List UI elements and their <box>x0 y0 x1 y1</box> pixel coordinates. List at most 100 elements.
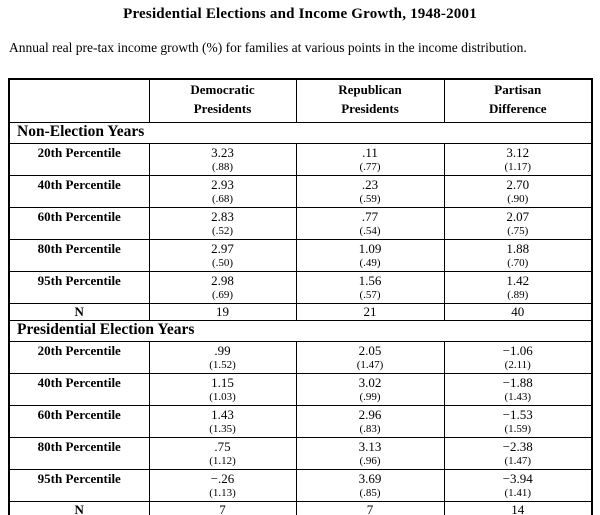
std-error: (1.41) <box>504 486 532 499</box>
header-row: Democratic Presidents Republican President… <box>8 78 593 123</box>
std-error: (.90) <box>507 192 529 205</box>
std-error: (1.47) <box>504 454 532 467</box>
cell-difference: −2.38 (1.47) <box>443 436 593 470</box>
value: .75 <box>214 438 231 454</box>
row-label: 20th Percentile <box>8 340 150 374</box>
cell-democratic: 2.93 (.68) <box>148 174 297 208</box>
std-error: (.54) <box>359 224 381 237</box>
std-error: (.96) <box>359 454 381 467</box>
header-partisan-difference: Partisan Difference <box>443 78 593 123</box>
value: 2.07 <box>506 208 530 224</box>
std-error: (.68) <box>211 192 234 205</box>
table-row-60th-percentile: 60th Percentile 2.83 (.52) .77 (.54) 2.07(… <box>8 206 593 240</box>
std-error: (.59) <box>359 192 381 205</box>
std-error: (.57) <box>359 288 381 301</box>
cell-republican: 2.05 (1.47) <box>295 340 445 374</box>
std-error: (1.52) <box>209 358 236 371</box>
section-presidential-election-years: Presidential Election Years <box>8 319 593 342</box>
header-line: Republican <box>338 82 402 97</box>
cell-republican: 3.69 (.85) <box>295 468 445 502</box>
cell-republican: 2.96 (.83) <box>295 404 445 438</box>
table-row-80th-percentile: 80th Percentile .75 (1.12) 3.13 (.96) −2.3… <box>8 436 593 470</box>
value: 1.42 <box>506 272 530 288</box>
value: 2.83 <box>211 208 234 224</box>
value: −1.88 <box>502 374 533 390</box>
value: −1.53 <box>502 406 533 422</box>
std-error: (.52) <box>211 224 234 237</box>
cell-democratic: 1.15 (1.03) <box>148 372 297 406</box>
value: .11 <box>362 144 378 160</box>
header-empty-cell <box>8 78 150 123</box>
section-label: Non-Election Years <box>8 121 593 144</box>
value: 3.02 <box>358 374 382 390</box>
row-label: 40th Percentile <box>8 174 150 208</box>
table-row-n: N 7 7 14 <box>8 500 593 515</box>
value: 3.12 <box>506 144 530 160</box>
std-error: (.99) <box>359 390 381 403</box>
std-error: (.88) <box>211 160 234 173</box>
std-error: (.50) <box>211 256 234 269</box>
cell-republican: .23 (.59) <box>295 174 445 208</box>
cell-democratic: 7 <box>148 500 297 515</box>
std-error: (.85) <box>359 486 381 499</box>
table-row-60th-percentile: 60th Percentile 1.43 (1.35) 2.96 (.83) −1.… <box>8 404 593 438</box>
cell-difference: −1.53 (1.59) <box>443 404 593 438</box>
value: 2.05 <box>358 342 382 358</box>
header-line: Partisan <box>494 82 542 97</box>
value: −1.06 <box>502 342 533 358</box>
std-error: (1.59) <box>504 422 532 435</box>
cell-republican: .77 (.54) <box>295 206 445 240</box>
value: −2.38 <box>502 438 533 454</box>
row-label: 80th Percentile <box>8 238 150 272</box>
cell-democratic: 3.23 (.88) <box>148 142 297 176</box>
cell-difference: −1.88 (1.43) <box>443 372 593 406</box>
header-line: Presidents <box>193 100 252 116</box>
std-error: (1.35) <box>209 422 236 435</box>
table-row-95th-percentile: 95th Percentile 2.98 (.69) 1.56 (.57) 1.42… <box>8 270 593 304</box>
row-label: 60th Percentile <box>8 206 150 240</box>
cell-republican: .11 (.77) <box>295 142 445 176</box>
cell-difference: 2.70 (.90) <box>443 174 593 208</box>
value: 3.69 <box>358 470 382 486</box>
value: 1.88 <box>506 240 530 256</box>
cell-democratic: .99 (1.52) <box>148 340 297 374</box>
table-row-40th-percentile: 40th Percentile 1.15 (1.03) 3.02 (.99) −1.… <box>8 372 593 406</box>
row-label: 20th Percentile <box>8 142 150 176</box>
cell-difference: −3.94 (1.41) <box>443 468 593 502</box>
std-error: (1.12) <box>209 454 236 467</box>
page-subtitle: Annual real pre-tax income growth (%) fo… <box>9 40 527 55</box>
std-error: (.77) <box>359 160 381 173</box>
table-row-95th-percentile: 95th Percentile −.26 (1.13) 3.69 (.85) −3.… <box>8 468 593 502</box>
cell-democratic: 1.43 (1.35) <box>148 404 297 438</box>
value: .23 <box>361 176 379 192</box>
cell-republican: 21 <box>295 302 445 321</box>
std-error: (1.17) <box>504 160 532 173</box>
header-democratic-presidents: Democratic Presidents <box>148 78 297 123</box>
cell-difference: 2.07 (.75) <box>443 206 593 240</box>
std-error: (1.47) <box>356 358 384 371</box>
header-line: Difference <box>488 100 547 116</box>
row-label: N <box>8 500 150 515</box>
value: 1.56 <box>358 272 382 288</box>
std-error: (.89) <box>507 288 529 301</box>
income-growth-table: Democratic Presidents Republican President… <box>8 78 593 515</box>
cell-democratic: −.26 (1.13) <box>148 468 297 502</box>
cell-democratic: 19 <box>148 302 297 321</box>
value: .77 <box>361 208 379 224</box>
std-error: (.70) <box>507 256 529 269</box>
value: 1.09 <box>358 240 382 256</box>
cell-democratic: .75 (1.12) <box>148 436 297 470</box>
cell-difference: 1.42 (.89) <box>443 270 593 304</box>
row-label: N <box>8 302 150 321</box>
cell-republican: 3.02 (.99) <box>295 372 445 406</box>
table-row-40th-percentile: 40th Percentile 2.93 (.68) .23 (.59) 2.70(… <box>8 174 593 208</box>
cell-difference: 40 <box>443 302 593 321</box>
cell-democratic: 2.98 (.69) <box>148 270 297 304</box>
header-line: Presidents <box>341 100 399 116</box>
table-row-20th-percentile: 20th Percentile 3.23 (.88) .11 (.77) 3.12(… <box>8 142 593 176</box>
std-error: (1.13) <box>209 486 236 499</box>
cell-difference: 3.12 (1.17) <box>443 142 593 176</box>
header-line: Democratic <box>190 82 255 97</box>
std-error: (1.43) <box>504 390 532 403</box>
